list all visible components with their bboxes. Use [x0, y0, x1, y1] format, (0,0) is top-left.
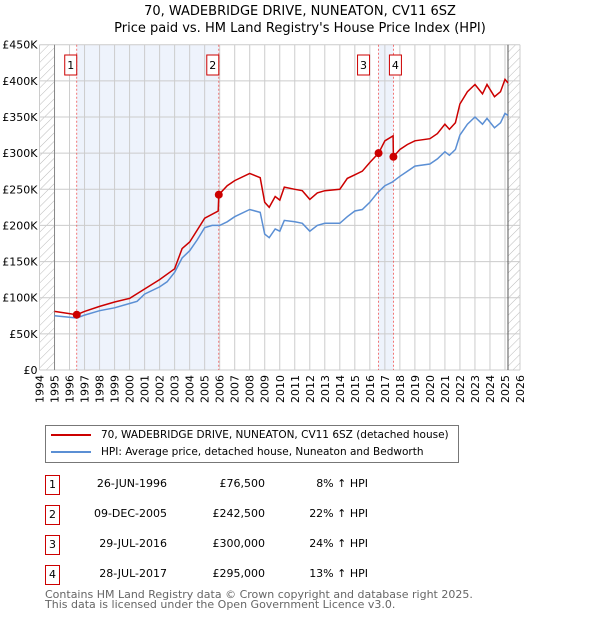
sale-label-box — [388, 54, 402, 76]
sale-point — [389, 152, 398, 161]
legend-item-hpi: HPI: Average price, detached house, Nune… — [51, 446, 423, 458]
transaction-row: 4 28-JUL-2017 £295,000 13% ↑ HPI — [45, 565, 445, 585]
x-tick-label: 2014 — [334, 375, 347, 403]
transaction-row: 1 26-JUN-1996 £76,500 8% ↑ HPI — [45, 475, 445, 495]
x-tick-label: 1995 — [49, 375, 62, 403]
x-tick-label: 2005 — [199, 375, 212, 403]
sale-label-box — [64, 54, 78, 76]
x-tick-label: 1998 — [94, 375, 107, 403]
x-tick-label: 2006 — [214, 375, 227, 403]
transaction-price: £242,500 — [212, 507, 266, 520]
x-tick-label: 2007 — [229, 375, 242, 403]
legend-swatch-red — [51, 434, 91, 436]
x-tick-label: 2016 — [364, 375, 377, 403]
marker-badge: 4 — [45, 565, 60, 585]
chart-title: 70, WADEBRIDGE DRIVE, NUNEATON, CV11 6SZ — [144, 4, 456, 19]
y-tick-label: £150K — [2, 256, 38, 269]
transaction-price: £300,000 — [212, 537, 266, 550]
sale-point — [214, 190, 223, 199]
series-line — [54, 112, 509, 319]
transaction-row: 2 09-DEC-2005 £242,500 22% ↑ HPI — [45, 505, 445, 525]
legend-label: HPI: Average price, detached house, Nune… — [101, 446, 424, 458]
shaded-band — [378, 44, 394, 370]
y-tick-label: £450K — [2, 39, 38, 52]
series-line — [54, 77, 509, 316]
x-tick-label: 2000 — [124, 375, 137, 403]
y-tick-label: £300K — [2, 147, 38, 160]
price-chart: 1994 1995 1996 1997 1998 1999 2000 2001 2002 2003… — [2, 39, 527, 403]
x-tick-label: 2018 — [394, 375, 407, 403]
x-tick-label: 2026 — [514, 375, 527, 403]
marker-badge: 2 — [45, 505, 60, 525]
transaction-date: 09-DEC-2005 — [93, 507, 167, 520]
y-tick-label: £50K — [9, 328, 38, 341]
x-tick-label: 2024 — [484, 375, 497, 403]
x-tick-label: 2004 — [184, 375, 197, 403]
footer-line: Contains HM Land Registry data © Crown c… — [45, 588, 473, 601]
x-tick-label: 1999 — [109, 375, 122, 403]
transaction-date: 28-JUL-2017 — [99, 567, 167, 580]
x-tick-label: 2021 — [439, 375, 452, 403]
x-tick-label: 2023 — [469, 375, 482, 403]
x-tick-label: 2010 — [274, 375, 287, 403]
x-tick-label: 2009 — [259, 375, 272, 403]
y-tick-label: £200K — [2, 219, 38, 232]
marker-badge: 3 — [45, 535, 60, 555]
x-tick-label: 2019 — [409, 375, 422, 403]
sale-label: 4 — [392, 59, 399, 72]
x-tick-label: 2012 — [304, 375, 317, 403]
transaction-price: £295,000 — [212, 567, 266, 580]
no-data-hatch — [507, 44, 520, 370]
x-tick-label: 1997 — [79, 375, 92, 403]
y-tick-label: £250K — [2, 183, 38, 196]
legend: 70, WADEBRIDGE DRIVE, NUNEATON, CV11 6SZ… — [45, 425, 459, 463]
chart-subtitle: Price paid vs. HM Land Registry's House … — [114, 21, 486, 36]
y-tick-label: £350K — [2, 111, 38, 124]
transaction-hpi: 8% ↑ HPI — [316, 477, 368, 490]
y-tick-label: £0 — [24, 364, 38, 377]
x-tick-label: 2008 — [244, 375, 257, 403]
x-tick-label: 2015 — [349, 375, 362, 403]
footer-line: This data is licensed under the Open Gov… — [45, 598, 396, 611]
legend-swatch-blue — [51, 451, 91, 453]
transaction-price: £76,500 — [219, 477, 266, 490]
sale-point — [72, 310, 81, 319]
transaction-date: 29-JUL-2016 — [99, 537, 167, 550]
no-data-hatch — [39, 44, 55, 370]
x-tick-label: 2011 — [289, 375, 302, 403]
legend-label: 70, WADEBRIDGE DRIVE, NUNEATON, CV11 6SZ… — [101, 429, 449, 441]
sale-label: 1 — [67, 59, 74, 72]
x-tick-label: 2013 — [319, 375, 332, 403]
transaction-hpi: 22% ↑ HPI — [309, 507, 368, 520]
y-tick-label: £400K — [2, 75, 38, 88]
x-tick-label: 2001 — [139, 375, 152, 403]
shaded-band — [76, 44, 219, 370]
x-tick-label: 2020 — [424, 375, 437, 403]
transaction-row: 3 29-JUL-2016 £300,000 24% ↑ HPI — [45, 535, 445, 555]
x-tick-label: 2003 — [169, 375, 182, 403]
sale-label: 3 — [360, 59, 367, 72]
x-tick-label: 2017 — [379, 375, 392, 403]
transaction-hpi: 13% ↑ HPI — [309, 567, 368, 580]
legend-item-property: 70, WADEBRIDGE DRIVE, NUNEATON, CV11 6SZ… — [51, 429, 449, 441]
x-tick-label: 2025 — [499, 375, 512, 403]
transaction-hpi: 24% ↑ HPI — [309, 537, 368, 550]
sale-label-box — [206, 54, 220, 76]
y-tick-label: £100K — [2, 292, 38, 305]
transaction-date: 26-JUN-1996 — [96, 477, 167, 490]
x-tick-label: 2022 — [454, 375, 467, 403]
x-tick-label: 1994 — [34, 375, 47, 403]
sale-label-box — [357, 54, 371, 76]
sale-label: 2 — [209, 59, 216, 72]
footer-note: Contains HM Land Registry data © Crown c… — [45, 588, 473, 611]
x-tick-label: 1996 — [64, 375, 77, 403]
x-tick-label: 2002 — [154, 375, 167, 403]
sale-point — [374, 149, 383, 158]
marker-badge: 1 — [45, 475, 60, 495]
